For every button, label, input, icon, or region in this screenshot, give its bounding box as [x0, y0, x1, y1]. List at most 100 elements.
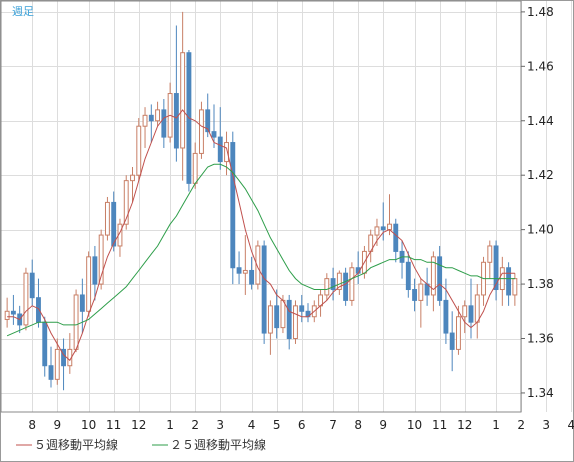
candle-body-up	[418, 283, 424, 301]
legend-label: ５週移動平均線	[34, 437, 118, 452]
candle	[111, 191, 117, 252]
candle	[79, 278, 85, 334]
candle	[155, 101, 161, 127]
candle-body-up	[324, 278, 330, 296]
candle	[286, 294, 292, 350]
candle	[336, 270, 342, 295]
candle-body-down	[249, 269, 255, 285]
candle	[449, 311, 455, 372]
y-tick-label: 1.34	[527, 386, 554, 400]
x-tick-label: 6	[298, 418, 306, 432]
x-tick-label: 12	[131, 418, 146, 432]
candle	[98, 229, 104, 290]
candle	[487, 240, 493, 279]
x-tick-label: 2	[517, 418, 525, 432]
candle	[468, 278, 474, 339]
x-tick-label: 11	[432, 418, 447, 432]
candle	[148, 104, 154, 143]
candle-body-up	[255, 245, 261, 285]
candle-body-up	[349, 267, 355, 301]
candle	[10, 294, 16, 325]
candle	[161, 98, 167, 148]
candle	[456, 305, 461, 355]
candle	[236, 251, 242, 285]
candle	[242, 235, 248, 295]
ma25-line	[6, 163, 515, 337]
candle-body-up	[104, 201, 110, 236]
candle-body-down	[92, 256, 98, 285]
candle	[299, 294, 305, 323]
x-tick-label: 1	[492, 418, 500, 432]
ma5-line	[7, 109, 515, 362]
candle-body-down	[173, 93, 179, 149]
candle-body-down	[330, 278, 336, 291]
x-tick-label: 7	[329, 418, 337, 432]
candle	[418, 278, 424, 328]
candle	[349, 262, 355, 306]
candle	[412, 278, 418, 312]
x-tick-label: 3	[216, 418, 224, 432]
candle	[249, 256, 255, 290]
candle	[506, 262, 512, 306]
candle	[54, 338, 60, 385]
candle	[211, 104, 217, 148]
candle-body-up	[192, 152, 198, 184]
x-tick-label: 8	[28, 418, 36, 432]
candle-body-down	[437, 256, 443, 301]
x-tick-label: 10	[407, 418, 422, 432]
candle	[86, 251, 92, 317]
x-tick-label: 11	[106, 418, 121, 432]
candle-body-down	[48, 365, 54, 380]
candle-body-down	[506, 267, 512, 296]
candle	[493, 240, 499, 301]
candle-body-down	[61, 348, 66, 367]
candle	[380, 202, 386, 241]
candle-body-down	[393, 223, 399, 252]
candle	[73, 289, 79, 353]
x-tick-label: 4	[567, 418, 574, 432]
legend: ５週移動平均線 ２５週移動平均線	[16, 437, 266, 452]
y-axis: 1.48 1.46 1.44 1.42 1.40 1.38 1.36 1.34	[521, 5, 554, 400]
candle-body-up	[155, 109, 161, 122]
candle-body-down	[405, 261, 411, 291]
y-tick-label: 1.46	[527, 59, 554, 73]
candle-body-down	[493, 245, 499, 291]
candle-body-up	[142, 114, 148, 127]
candle-body-down	[449, 332, 455, 350]
x-tick-label: 9	[379, 418, 387, 432]
candle	[393, 218, 399, 263]
x-tick-label: 4	[248, 418, 256, 432]
candle-body-up	[462, 305, 468, 318]
candle	[261, 240, 267, 344]
x-axis: 8 9 10 11 12 1 2 3 4 5 6 7 8 9 10 11 12 1 2 3 4	[28, 418, 574, 432]
candle	[92, 245, 98, 301]
candle-body-up	[224, 142, 229, 163]
candle-body-down	[299, 305, 305, 312]
candle-body-down	[468, 305, 474, 323]
candle-body-up	[280, 299, 286, 329]
candle	[199, 101, 204, 159]
x-tick-label: 1	[166, 418, 174, 432]
candle	[104, 196, 110, 241]
candle-body-up	[73, 294, 79, 350]
legend-label: ２５週移動平均線	[170, 437, 266, 452]
plot-area-border	[0, 0, 522, 413]
x-tick-label: 10	[81, 418, 96, 432]
candle-body-down	[205, 109, 211, 133]
x-tick-label: 2	[191, 418, 199, 432]
candle	[61, 338, 66, 391]
candle-body-up	[54, 348, 60, 380]
y-tick-label: 1.42	[527, 168, 554, 182]
candle-body-up	[336, 272, 342, 291]
candle	[293, 300, 298, 344]
candle	[462, 300, 468, 334]
candle-body-up	[430, 256, 436, 296]
candle-body-down	[412, 289, 418, 301]
candle-body-up	[123, 180, 129, 225]
candle-body-down	[111, 201, 117, 247]
candle	[173, 25, 179, 162]
period-label: 週足	[12, 5, 34, 18]
x-tick-label: 9	[53, 418, 61, 432]
candle-body-down	[42, 321, 48, 367]
